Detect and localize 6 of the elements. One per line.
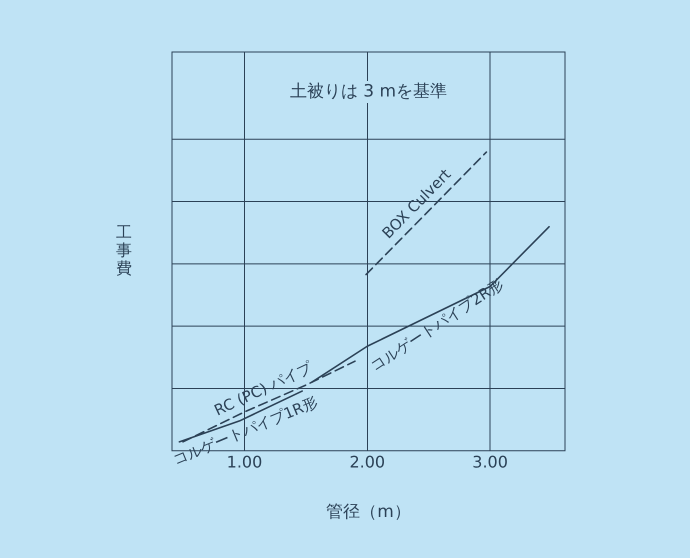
x-axis-title: 管径（m） (326, 502, 411, 522)
text: 土被りは 3 mを基準 (290, 81, 448, 102)
x-tick-label: 2.00 (349, 452, 386, 472)
y-axis-title: 工事費 (116, 222, 132, 278)
x-tick-label: 1.00 (226, 452, 262, 472)
x-tick-label: 3.00 (472, 452, 508, 472)
